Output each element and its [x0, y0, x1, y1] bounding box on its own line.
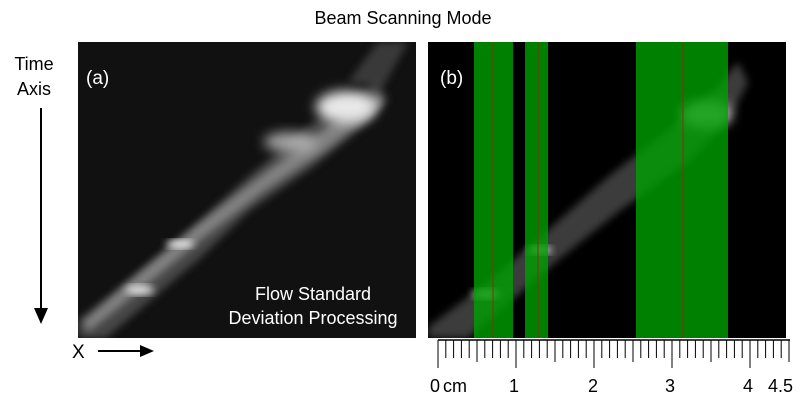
time-axis-arrow-icon [33, 108, 49, 328]
ruler-label-1: 1 [509, 376, 520, 396]
ruler-label-2: 2 [588, 376, 599, 396]
time-axis-label-line2: Axis [16, 79, 51, 99]
ruler-label-zero: 0 cm [430, 376, 467, 397]
panel-b-label: (b) [440, 68, 464, 89]
time-axis-label: Time Axis [6, 52, 62, 102]
panel-b-image: (b) [428, 42, 786, 338]
x-axis-label: X [72, 342, 85, 363]
ruler-label-4-5: 4.5 [768, 376, 794, 396]
ruler-label-3: 3 [665, 376, 676, 396]
highlight-band [636, 42, 728, 338]
ruler-scale [428, 336, 798, 372]
x-axis-arrow-icon [96, 344, 156, 358]
panel-b-ultrasound-streak [428, 42, 786, 338]
figure-title: Beam Scanning Mode [314, 8, 492, 28]
panel-a-ultrasound-streak [78, 42, 416, 338]
panel-a-caption-line1: Flow Standard [254, 284, 372, 304]
panel-a-caption: Flow Standard Deviation Processing [208, 282, 416, 330]
ruler-ticks [437, 339, 790, 368]
ruler-label-zero-value: 0 [430, 376, 441, 396]
panel-a-label: (a) [86, 68, 110, 89]
highlight-band [525, 42, 548, 338]
panel-a-caption-line2: Deviation Processing [228, 308, 398, 328]
ruler-label-4: 4 [743, 376, 754, 396]
panel-a-image: (a) Flow Standard Deviation Processing [78, 42, 416, 338]
ruler-unit-label: cm [443, 376, 468, 396]
time-axis-label-line1: Time [14, 54, 54, 74]
marker-lines [492, 42, 684, 338]
